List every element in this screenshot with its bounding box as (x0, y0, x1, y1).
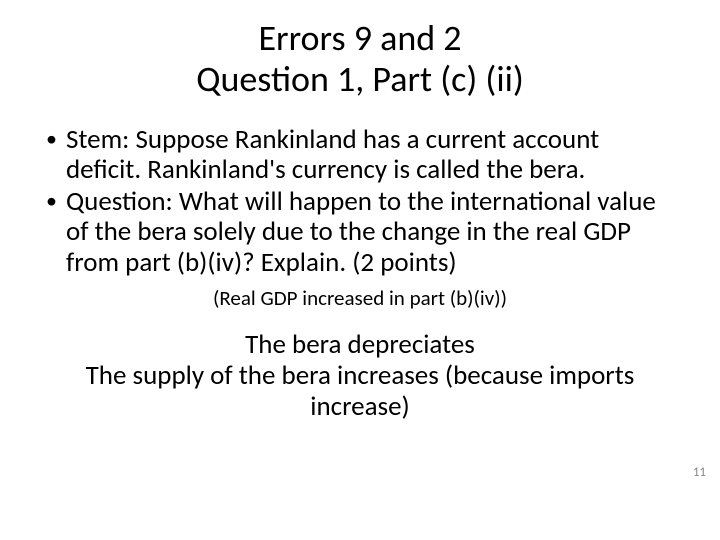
slide-title: Errors 9 and 2 Question 1, Part (c) (ii) (40, 18, 680, 101)
title-line-2: Question 1, Part (c) (ii) (196, 57, 524, 101)
bullet-list: Stem: Suppose Rankinland has a current a… (40, 125, 680, 278)
title-line-1: Errors 9 and 2 (258, 16, 461, 60)
answer-line-2: The supply of the bera increases (becaus… (86, 359, 635, 423)
answer-line-1: The bera depreciates (245, 328, 475, 361)
bullet-text: Question: What will happen to the intern… (66, 185, 656, 278)
bullet-text: Stem: Suppose Rankinland has a current a… (66, 123, 599, 186)
page-number: 11 (693, 465, 706, 480)
bullet-item: Question: What will happen to the intern… (40, 187, 680, 278)
answer-block: The bera depreciates The supply of the b… (40, 329, 680, 422)
note-text: (Real GDP increased in part (b)(iv)) (40, 286, 680, 311)
slide: Errors 9 and 2 Question 1, Part (c) (ii)… (0, 0, 720, 540)
bullet-item: Stem: Suppose Rankinland has a current a… (40, 125, 680, 185)
